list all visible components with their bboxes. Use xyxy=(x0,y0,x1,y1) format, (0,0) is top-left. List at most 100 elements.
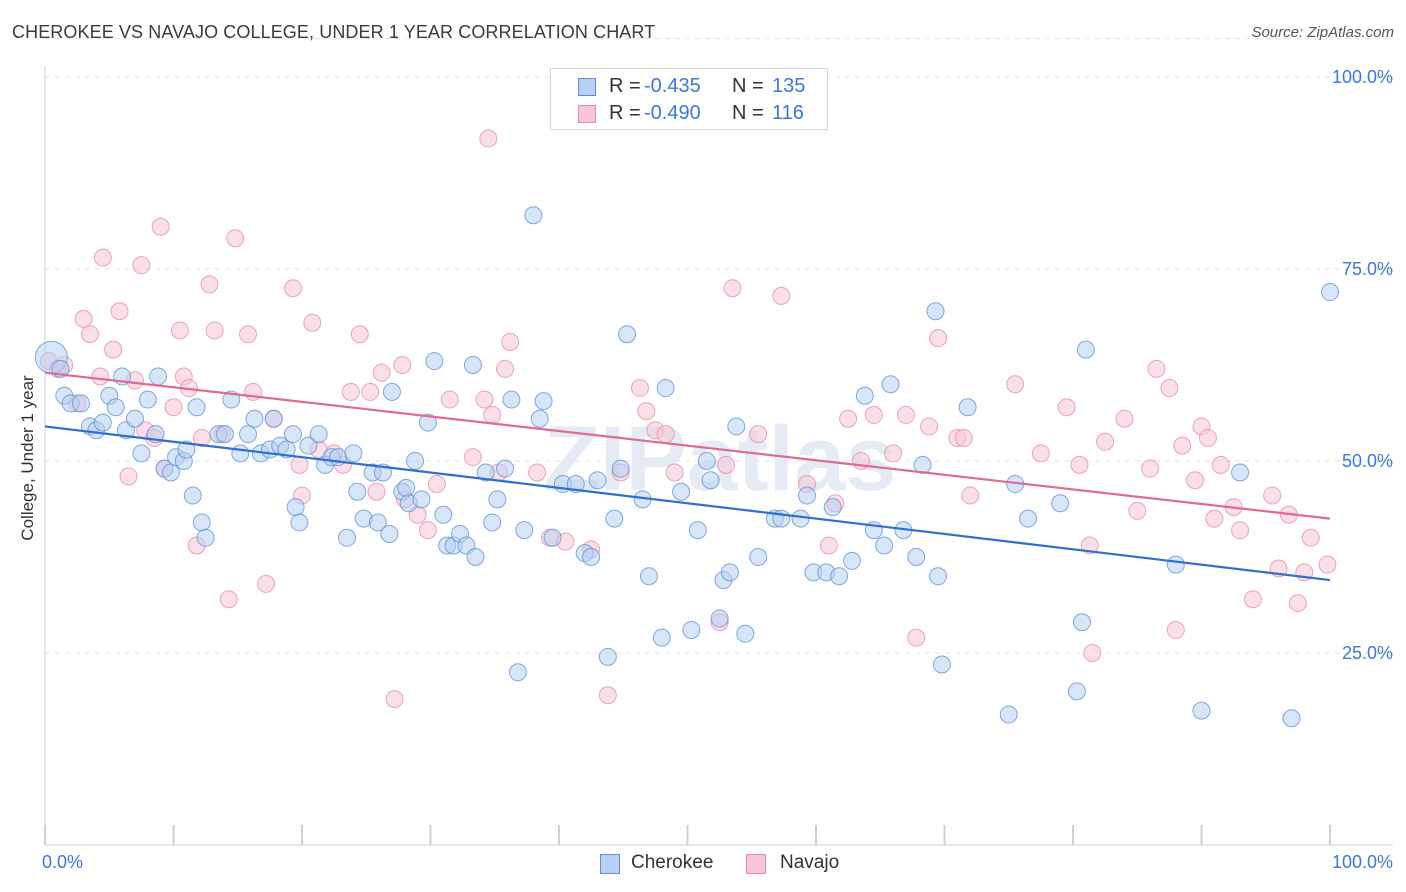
navajo-point xyxy=(528,463,547,482)
r-value: -0.435 xyxy=(644,75,701,97)
axes xyxy=(44,66,1393,846)
navajo-point xyxy=(463,448,482,467)
n-label: N = xyxy=(732,102,764,124)
cherokee-point xyxy=(1282,709,1301,728)
cherokee-point xyxy=(290,513,309,532)
cherokee-point xyxy=(368,513,387,532)
navajo-point xyxy=(418,521,437,540)
cherokee-point xyxy=(881,375,900,394)
cherokee-legend-swatch xyxy=(600,854,620,874)
cherokee-point xyxy=(701,471,720,490)
navajo-point xyxy=(954,428,973,447)
cherokee-point xyxy=(177,440,196,459)
navajo-point xyxy=(119,467,138,486)
cherokee-trend-line xyxy=(44,425,1331,582)
navajo-point xyxy=(665,463,684,482)
navajo-point xyxy=(1147,359,1166,378)
cherokee-point xyxy=(1076,340,1095,359)
cherokee-point xyxy=(842,551,861,570)
cherokee-point xyxy=(466,548,485,566)
navajo-point xyxy=(598,686,617,705)
navajo-point xyxy=(717,455,736,474)
cherokee-point xyxy=(299,436,318,455)
navajo-legend-label: Navajo xyxy=(780,852,840,873)
y-tick-label: 25.0% xyxy=(1342,643,1393,663)
cherokee-point xyxy=(463,356,482,374)
cherokee-point xyxy=(1072,613,1091,632)
navajo-point xyxy=(896,405,915,424)
navajo-point xyxy=(961,486,980,505)
navajo-point xyxy=(1198,428,1217,447)
navajo-point xyxy=(361,382,380,401)
navajo-point xyxy=(372,363,391,382)
navajo-point xyxy=(496,359,515,378)
navajo-trend-line xyxy=(44,371,1331,520)
navajo-point xyxy=(907,628,926,647)
cherokee-point xyxy=(907,548,926,566)
cherokee-point xyxy=(183,486,202,505)
cherokee-point xyxy=(791,509,810,528)
navajo-point xyxy=(341,382,360,401)
navajo-point xyxy=(91,367,110,386)
y-axis-label: College, Under 1 year xyxy=(18,375,37,541)
n-label: N = xyxy=(732,75,764,97)
navajo-point xyxy=(1070,455,1089,474)
navajo-point xyxy=(479,129,498,148)
cherokee-point xyxy=(380,524,399,543)
navajo-point xyxy=(132,256,151,275)
cherokee-point xyxy=(187,398,206,417)
navajo-point xyxy=(367,482,386,501)
navajo-point xyxy=(1160,379,1179,398)
cherokee-point xyxy=(1067,682,1086,701)
cherokee-point xyxy=(605,509,624,528)
cherokee-point xyxy=(710,609,729,628)
cherokee-point xyxy=(284,425,303,444)
navajo-point xyxy=(1173,436,1192,455)
cherokee-point xyxy=(1192,701,1211,720)
navajo-point xyxy=(1186,471,1205,490)
navajo-point xyxy=(772,286,791,305)
cherokee-point xyxy=(958,398,977,417)
navajo-point xyxy=(749,425,768,444)
cherokee-point xyxy=(239,425,258,444)
n-value: 135 xyxy=(772,75,806,97)
cherokee-point xyxy=(434,505,453,524)
cherokee-point xyxy=(106,398,125,417)
navajo-point xyxy=(226,229,245,248)
cherokee-point xyxy=(932,655,951,674)
navajo-legend-swatch xyxy=(746,854,766,874)
cherokee-point xyxy=(132,444,151,463)
cherokee-point xyxy=(688,521,707,540)
navajo-point xyxy=(93,248,112,267)
navajo-point xyxy=(164,398,183,417)
trend-lines xyxy=(44,371,1331,582)
cherokee-point xyxy=(656,379,675,398)
cherokee-point xyxy=(855,386,874,405)
navajo-point xyxy=(1318,555,1337,574)
cherokee-points xyxy=(34,206,1339,728)
cherokee-point xyxy=(418,413,437,432)
navajo-point xyxy=(501,332,520,351)
cherokee-point xyxy=(425,352,444,371)
cherokee-legend-label: Cherokee xyxy=(631,852,714,873)
x-tick-label: 100.0% xyxy=(1332,852,1393,872)
navajo-point xyxy=(1031,444,1050,463)
cherokee-point xyxy=(245,409,264,428)
navajo-point xyxy=(257,574,276,593)
cherokee-point xyxy=(598,647,617,666)
cherokee-point xyxy=(344,444,363,463)
cherokee-point xyxy=(382,382,401,401)
navajo-point xyxy=(1166,620,1185,639)
cherokee-point xyxy=(1321,283,1339,302)
navajo-point xyxy=(1128,501,1147,520)
cherokee-point xyxy=(502,390,521,409)
source-label: Source: ZipAtlas.com xyxy=(1251,24,1394,41)
chart-title: CHEROKEE VS NAVAJO COLLEGE, UNDER 1 YEAR… xyxy=(12,22,656,42)
navajo-point xyxy=(1057,398,1076,417)
cherokee-point xyxy=(215,425,234,444)
cherokee-point xyxy=(231,444,250,463)
y-tick-label: 100.0% xyxy=(1332,67,1393,87)
navajo-point xyxy=(630,379,649,398)
navajo-point xyxy=(385,690,404,709)
